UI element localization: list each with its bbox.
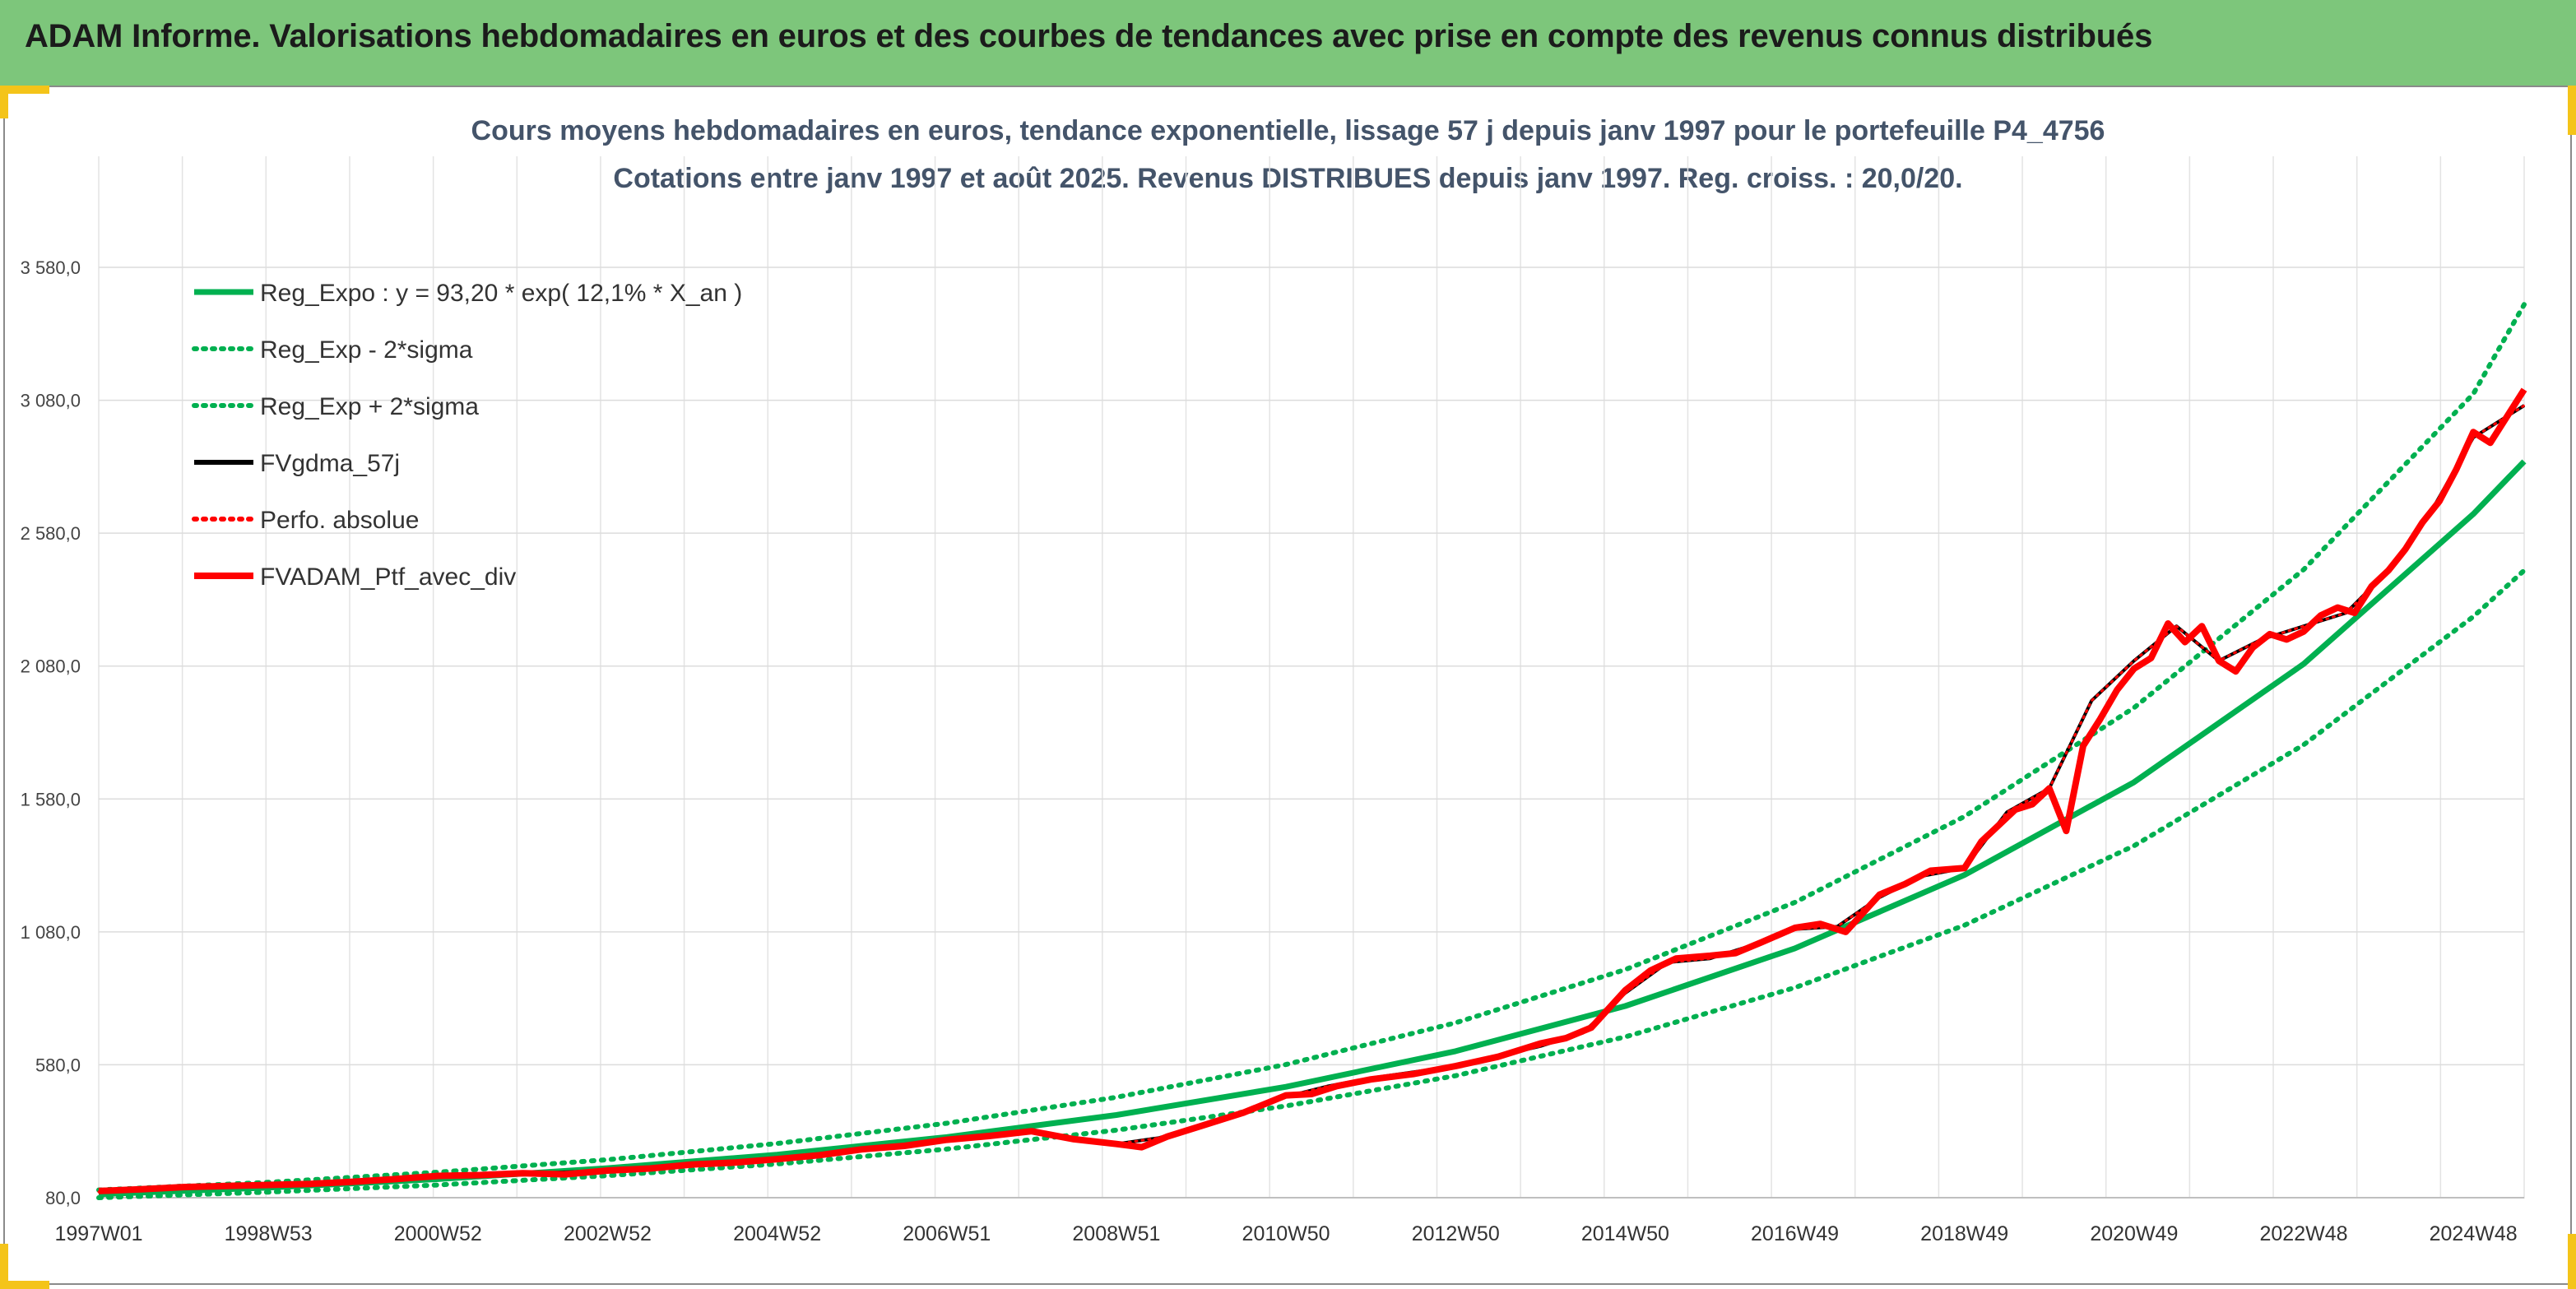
- legend-label: Reg_Exp + 2*sigma: [260, 393, 479, 420]
- x-tick-label: 2020W49: [2090, 1222, 2178, 1245]
- accent-corner: [2568, 86, 2576, 135]
- legend-label: Reg_Expo : y = 93,20 * exp( 12,1% * X_an…: [260, 280, 742, 307]
- y-tick-label: 2 580,0: [21, 523, 81, 544]
- accent-corner: [0, 86, 8, 118]
- report-banner: ADAM Informe. Valorisations hebdomadaire…: [0, 0, 2576, 86]
- chart-title: Cours moyens hebdomadaires en euros, ten…: [471, 115, 2105, 146]
- x-tick-label: 2016W49: [1751, 1222, 1839, 1245]
- series-line-2: [96, 568, 2527, 1200]
- x-tick-label: 2008W51: [1072, 1222, 1160, 1245]
- x-tick-label: 2004W52: [733, 1222, 821, 1245]
- x-tick-label: 2000W52: [394, 1222, 482, 1245]
- x-tick-label: 1997W01: [54, 1222, 142, 1245]
- x-tick-label: 2014W50: [1581, 1222, 1669, 1245]
- y-tick-label: 1 580,0: [21, 789, 81, 809]
- legend-label: Perfo. absolue: [260, 507, 419, 534]
- report-title: ADAM Informe. Valorisations hebdomadaire…: [25, 18, 2153, 54]
- y-tick-label: 3 080,0: [21, 391, 81, 411]
- y-tick-label: 580,0: [35, 1055, 81, 1075]
- legend-label: Reg_Exp - 2*sigma: [260, 336, 473, 364]
- x-tick-label: 2024W48: [2430, 1222, 2518, 1245]
- x-tick-label: 1998W53: [225, 1222, 313, 1245]
- y-tick-label: 3 580,0: [21, 257, 81, 278]
- y-tick-label: 80,0: [45, 1188, 81, 1208]
- accent-corner: [0, 1244, 8, 1289]
- x-tick-label: 2002W52: [564, 1222, 652, 1245]
- legend-label: FVgdma_57j: [260, 450, 400, 477]
- accent-corner: [0, 86, 49, 94]
- series-line-6: [98, 387, 2527, 1194]
- accent-corner: [2568, 1234, 2576, 1289]
- x-tick-label: 2012W50: [1412, 1222, 1500, 1245]
- x-tick-label: 2022W48: [2259, 1222, 2347, 1245]
- chart-subtitle: Cotations entre janv 1997 et août 2025. …: [613, 163, 1963, 194]
- x-tick-label: 2006W51: [903, 1222, 991, 1245]
- y-tick-label: 1 080,0: [21, 922, 81, 943]
- x-tick-label: 2010W50: [1242, 1222, 1330, 1245]
- series-line-3: [96, 302, 2527, 1193]
- x-tick-label: 2018W49: [1920, 1222, 2008, 1245]
- accent-corner: [0, 1281, 49, 1289]
- y-tick-label: 2 080,0: [21, 656, 81, 677]
- legend-label: FVADAM_Ptf_avec_div: [260, 563, 516, 591]
